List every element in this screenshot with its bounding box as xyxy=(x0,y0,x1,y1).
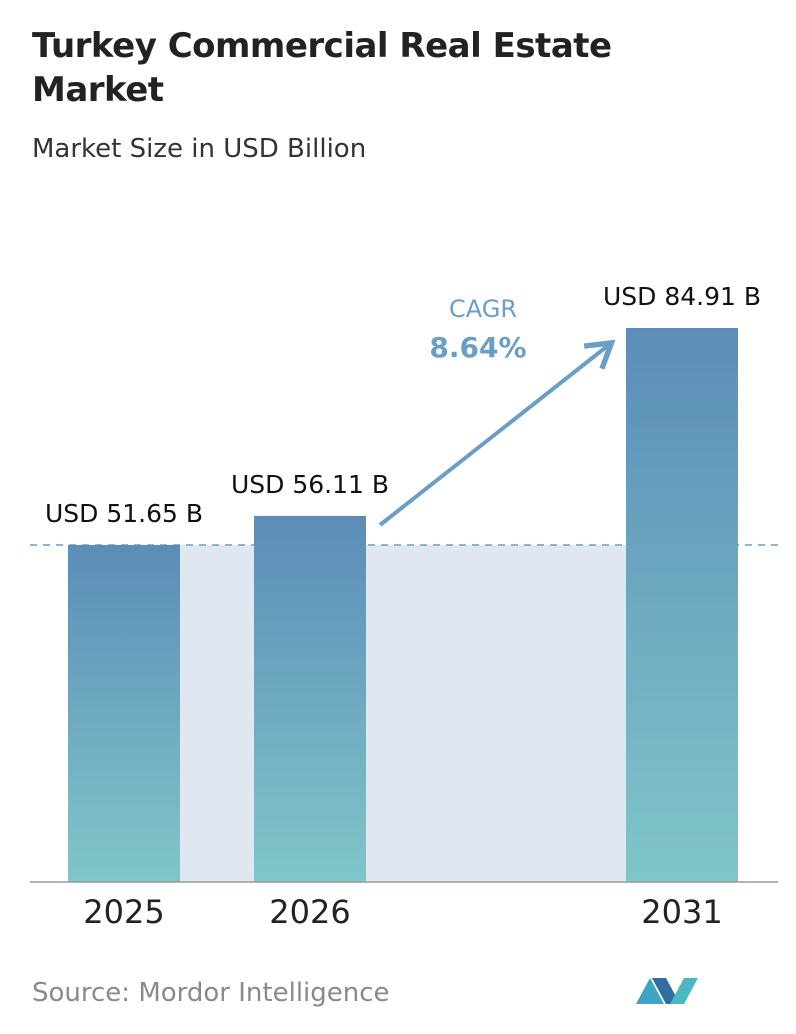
value-label: USD 51.65 B xyxy=(45,499,203,528)
x-tick-label: 2025 xyxy=(83,893,164,931)
chart: USD 51.65 B 2025 USD 56.11 B 2026 USD 84.91 … xyxy=(30,282,780,931)
x-tick-label: 2031 xyxy=(641,893,722,931)
cagr-label: CAGR xyxy=(449,295,517,323)
value-label: USD 56.11 B xyxy=(231,470,389,499)
source: Source: Mordor Intelligence xyxy=(32,978,390,1008)
cagr-value: 8.64% xyxy=(429,331,526,364)
bar xyxy=(68,545,180,882)
bar xyxy=(254,515,366,882)
logo-shape xyxy=(652,978,680,1004)
value-label: USD 84.91 B xyxy=(603,282,761,311)
chart-subtitle: Market Size in USD Billion xyxy=(32,134,367,164)
background-band xyxy=(180,545,626,882)
x-tick-label: 2026 xyxy=(269,893,350,931)
chart-title: Turkey Commercial Real Estate Market xyxy=(32,26,612,110)
bar xyxy=(626,328,738,882)
logo-shape xyxy=(670,978,698,1004)
cagr-arrow xyxy=(378,339,616,527)
logo-shape xyxy=(636,978,664,1004)
